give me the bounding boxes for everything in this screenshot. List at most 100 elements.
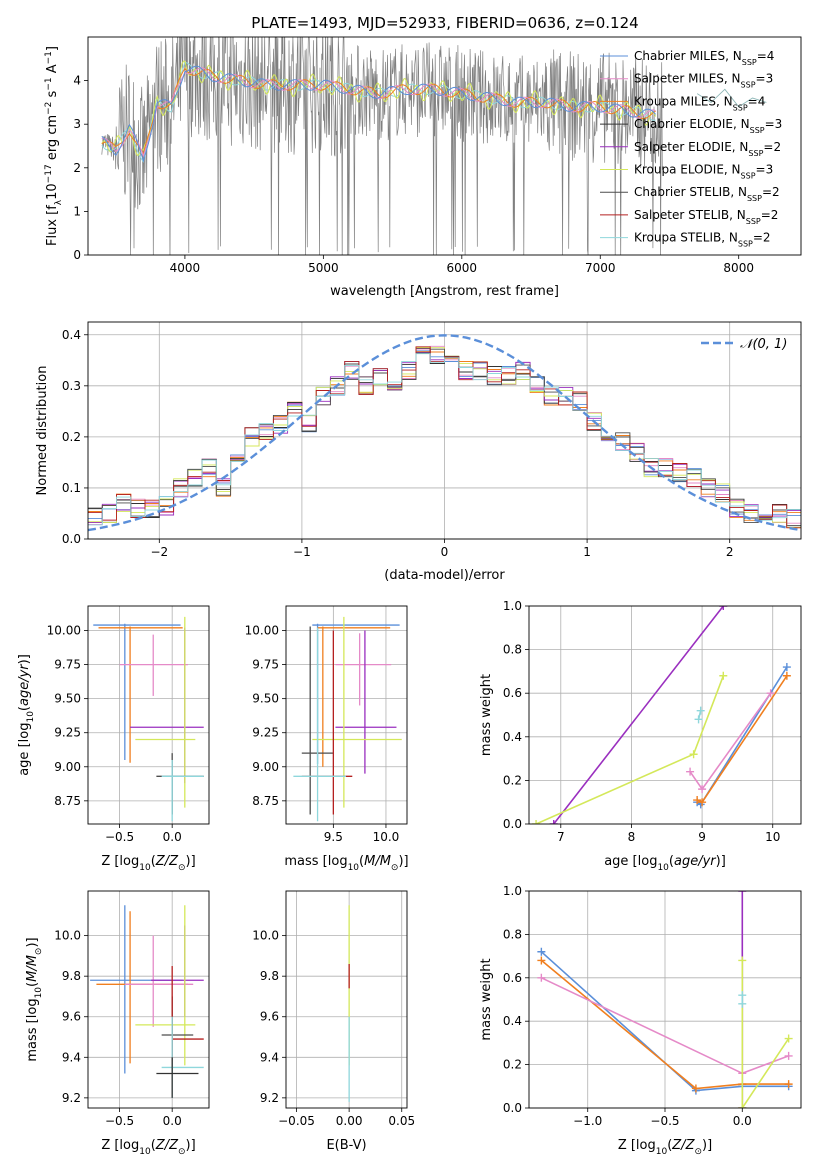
- x-tick-label: 10: [765, 830, 780, 844]
- age_vs_Z-plot-area: [93, 616, 204, 822]
- marker-salpeter_miles: [698, 785, 707, 794]
- x-tick-label: −0.05: [278, 1114, 315, 1128]
- y-tick-label: 4: [73, 74, 81, 88]
- age_vs_mass-panel: 9.5 10.0 8.75 9.00 9.25 9.50 9.75 10.00 mass [lo…: [245, 605, 409, 873]
- x-tick-label: 9.5: [324, 830, 343, 844]
- age_vs_Z-panel: −0.5 0.0 8.75 9.00 9.25 9.50 9.75 10.00 Z [log10…: [17, 605, 210, 873]
- x-tick-label: 0.00: [336, 1114, 363, 1128]
- y-tick-label: 0.8: [503, 643, 522, 657]
- marker-kroupa_elodie: [689, 750, 698, 759]
- y-tick-label: 0.0: [503, 1101, 522, 1115]
- spectrum-tail: [696, 88, 767, 108]
- y-tick-label: 9.25: [54, 726, 81, 740]
- y-tick-label: 0.0: [503, 817, 522, 831]
- x-tick-label: 8000: [723, 261, 754, 275]
- legend-label-chabrier_elodie: Chabrier ELODIE, NSSP=3: [634, 117, 782, 135]
- age_vs_mass-plot-area: [293, 616, 402, 822]
- series-chabrier_miles: [540, 951, 789, 1092]
- marker-kroupa_miles: [693, 796, 702, 805]
- x-tick-label: −1.0: [573, 1114, 602, 1128]
- spectrum-plot-area: [101, 37, 767, 255]
- series-chabrier_miles: [696, 666, 788, 806]
- x-axis-label: Z [log10(Z/Z⊙)]: [101, 1138, 195, 1157]
- x-tick-label: 0.0: [163, 830, 182, 844]
- y-tick-label: 0: [73, 248, 81, 262]
- x-tick-label: 8: [628, 830, 636, 844]
- y-tick-label: 9.8: [260, 969, 279, 983]
- y-tick-label: 3: [73, 117, 81, 131]
- x-tick-label: −0.5: [105, 1114, 134, 1128]
- y-tick-label: 8.75: [252, 794, 279, 808]
- weight_vs_Z-panel: −1.0 −0.5 0.0 0.0 0.2 0.4 0.6 0.8 1.0 mass weight…: [479, 884, 802, 1157]
- histogram-chabrier_stelib: [88, 348, 801, 524]
- model-spectrum-chabrier_miles: [101, 65, 656, 163]
- x-tick-label: 9: [698, 830, 706, 844]
- y-tick-label: 0.4: [503, 1014, 522, 1028]
- legend-label-chabrier_stelib: Chabrier STELIB, NSSP=2: [634, 185, 780, 203]
- series-kroupa_miles: [540, 959, 789, 1090]
- residuals-panel: −2 −1 0 1 2 0.0 0.1 0.2 0.3 0.4 (data-model)/error…: [35, 321, 802, 583]
- mass_vs_Z-plot-area: [90, 905, 204, 1098]
- x-tick-label: 6000: [447, 261, 478, 275]
- legend-label-kroupa_miles: Kroupa MILES, NSSP=4: [634, 94, 765, 112]
- marker-kroupa_elodie: [532, 820, 541, 824]
- x-tick-label: 1: [583, 545, 591, 559]
- spectrum-panel: 4000 5000 6000 7000 8000 0 1 2 3 4 wavelength [Ang…: [44, 36, 802, 299]
- axes-frame: [87, 36, 802, 256]
- legend-label-kroupa_stelib: Kroupa STELIB, NSSP=2: [634, 231, 771, 249]
- x-axis-label: (data-model)/error: [384, 568, 505, 583]
- x-axis-label: mass [log10(M/M⊙)]: [284, 854, 408, 873]
- marker-kroupa_stelib: [694, 715, 703, 724]
- x-tick-label: −2: [150, 545, 168, 559]
- y-tick-label: 10.00: [245, 624, 279, 638]
- observed-spectrum: [101, 37, 663, 255]
- y-tick-label: 9.2: [62, 1091, 81, 1105]
- legend: Chabrier MILES, NSSP=4 Salpeter MILES, NS…: [600, 49, 782, 248]
- y-tick-label: 0.6: [503, 971, 522, 985]
- marker-kroupa_elodie: [719, 671, 728, 680]
- x-tick-label: 0.05: [388, 1114, 415, 1128]
- y-axis-label: mass [log10(M/M⊙)]: [25, 937, 44, 1061]
- x-axis-label: E(B-V): [326, 1138, 366, 1153]
- legend-label-chabrier_miles: Chabrier MILES, NSSP=4: [634, 49, 774, 67]
- mass_vs_ebv-panel: −0.05 0.00 0.05 9.2 9.4 9.6 9.8 10.0 E(B-V): [252, 890, 415, 1153]
- marker-kroupa_stelib: [738, 999, 747, 1008]
- model-spectrum-kroupa_miles: [101, 67, 656, 156]
- legend-label-salpeter_elodie: Salpeter ELODIE, NSSP=2: [634, 140, 781, 158]
- model-spectrum-kroupa_elodie: [101, 60, 657, 157]
- y-tick-label: 0.0: [62, 532, 81, 546]
- marker-salpeter_miles: [537, 973, 546, 982]
- weight_vs_Z-plot-area: [537, 891, 793, 1108]
- marker-kroupa_miles: [698, 798, 707, 807]
- x-tick-label: 7: [557, 830, 565, 844]
- y-tick-label: 1: [73, 204, 81, 218]
- axes-frame: [87, 321, 802, 540]
- legend-label-salpeter_stelib: Salpeter STELIB, NSSP=2: [634, 208, 778, 226]
- x-tick-label: −1: [293, 545, 311, 559]
- y-axis-label: age [log10(age/yr)]: [17, 654, 36, 776]
- y-tick-label: 9.8: [62, 969, 81, 983]
- marker-salpeter_elodie: [738, 891, 747, 895]
- residuals-plot-area: [88, 334, 801, 532]
- marker-kroupa_elodie: [738, 956, 747, 965]
- y-tick-label: 9.4: [260, 1050, 279, 1064]
- y-tick-label: 9.6: [260, 1010, 279, 1024]
- mass_vs_Z-panel: −0.5 0.0 9.2 9.4 9.6 9.8 10.0 Z [log10(Z/Z⊙)] ma…: [25, 890, 210, 1157]
- axes-frame: [528, 605, 802, 825]
- y-axis-label: mass weight: [479, 958, 494, 1040]
- weight_vs_age-panel: 7 8 9 10 0.0 0.2 0.4 0.6 0.8 1.0 mass weight age [l…: [479, 599, 802, 873]
- model-spectrum-salpeter_miles: [101, 67, 656, 158]
- y-tick-label: 10.0: [252, 929, 279, 943]
- y-tick-label: 0.4: [503, 730, 522, 744]
- marker-kroupa_elodie: [738, 1104, 747, 1108]
- x-tick-label: 10.0: [373, 830, 400, 844]
- y-tick-label: 2: [73, 161, 81, 175]
- x-tick-label: −0.5: [650, 1114, 679, 1128]
- y-tick-label: 0.4: [62, 328, 81, 342]
- y-tick-label: 9.50: [252, 692, 279, 706]
- legend-label-normal: 𝒩(0, 1): [740, 337, 787, 352]
- x-axis-label: Z [log10(Z/Z⊙)]: [101, 854, 195, 873]
- y-tick-label: 0.3: [62, 379, 81, 393]
- y-tick-label: 0.1: [62, 481, 81, 495]
- marker-kroupa_miles: [782, 671, 791, 680]
